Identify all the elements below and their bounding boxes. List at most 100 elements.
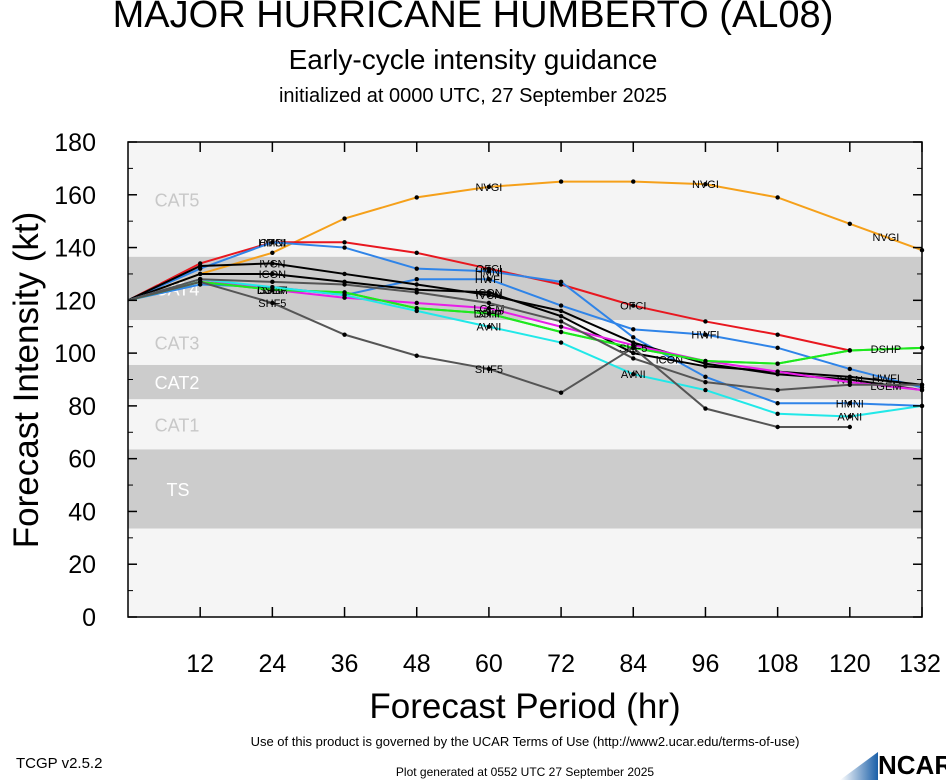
series-line-unlabeled-11	[127, 278, 922, 392]
point-lgem	[558, 324, 564, 329]
point-ofci	[342, 240, 347, 245]
point-avni	[847, 414, 853, 419]
series-label-avni: AVNI	[476, 322, 501, 334]
series-label-icon: ICON	[656, 355, 684, 367]
point-hmni	[270, 240, 275, 245]
point-lgem	[414, 300, 419, 306]
band-td	[128, 528, 922, 617]
band-cat4	[128, 256, 922, 321]
series-label-icon: ICON	[259, 269, 287, 281]
point-dshp	[775, 361, 780, 366]
point-hwfi	[486, 277, 492, 282]
band-label-cat3: CAT3	[155, 334, 200, 354]
point-shf5	[558, 390, 564, 395]
point-ofci	[775, 332, 780, 337]
y-tick-label: 60	[68, 446, 96, 474]
point-shf5	[703, 406, 708, 411]
x-tick-label: 60	[475, 650, 503, 678]
ncar-logo: NCAR	[840, 748, 946, 780]
series-line-ivcn	[127, 262, 923, 392]
series-label-icon: ICON	[475, 287, 503, 299]
x-tick-label: 120	[829, 650, 871, 678]
series-label-avni: AVNI	[837, 411, 862, 423]
x-tick-label: 96	[692, 650, 720, 678]
point-ivcn	[414, 282, 419, 287]
point-avni	[631, 372, 636, 377]
series-line-dshp	[127, 280, 923, 365]
series-label-nvgi: NVGI	[692, 179, 719, 191]
y-tick-label: 120	[54, 287, 96, 315]
point-avni	[342, 292, 347, 298]
ncar-logo-text: NCAR	[878, 750, 946, 780]
point-shf5	[342, 332, 347, 337]
band-cat2	[128, 364, 922, 400]
series-label-hmni: HMNI	[258, 237, 286, 249]
point-unlabeled-11	[270, 279, 275, 285]
point-icon	[631, 350, 636, 356]
series-label-hwfi: HWFI	[475, 274, 503, 286]
point-hmni	[631, 335, 636, 340]
x-axis-label: Forecast Period (hr)	[369, 687, 680, 726]
point-unlabeled-11	[486, 300, 492, 306]
series-label-shf5: SHF5	[619, 343, 647, 355]
point-shf5	[270, 300, 275, 306]
point-unlabeled-11	[847, 382, 853, 387]
point-icon	[197, 271, 203, 277]
point-avni	[703, 387, 708, 393]
band-label-ts: TS	[166, 480, 189, 500]
series-label-dshp: DSHP	[871, 344, 902, 356]
series-label-hwfi: HWFI	[691, 330, 719, 342]
y-tick-label: 100	[54, 340, 96, 368]
series-label-ivcn: IVCN	[259, 258, 285, 270]
point-hmni	[775, 401, 780, 406]
y-tick-label: 20	[68, 551, 96, 579]
point-hwfi	[847, 366, 853, 372]
point-ofci	[414, 250, 419, 256]
point-ofci	[703, 319, 708, 324]
x-tick-label: 36	[331, 650, 359, 678]
ncar-logo-icon	[840, 752, 878, 780]
band-label-cat2: CAT2	[155, 373, 200, 393]
axes-layer: 0 20 40 60 80 100 120 140 160 180 12 24 36 48 60 72 84 96…	[54, 129, 941, 678]
point-nvgi	[486, 184, 492, 190]
point-avni	[558, 340, 564, 345]
x-tick-label: 108	[757, 650, 799, 678]
point-hmni	[558, 279, 564, 285]
point-icon	[270, 271, 275, 277]
band-label-cat1: CAT1	[155, 415, 200, 435]
point-nvgi	[342, 216, 347, 221]
x-tick-label: 24	[258, 650, 286, 678]
point-avni	[270, 284, 275, 290]
point-dshp	[558, 329, 564, 335]
series-label-hmni: HMNI	[836, 398, 864, 410]
series-label-hmni: HMNI	[475, 266, 503, 278]
point-shf5	[631, 345, 636, 351]
point-icon	[847, 374, 853, 380]
point-ivcn	[270, 261, 275, 266]
point-ofci	[631, 303, 636, 308]
point-icon	[703, 364, 708, 369]
y-tick-label: 0	[82, 604, 96, 632]
point-dshp	[486, 311, 492, 316]
point-lgem	[775, 369, 780, 374]
point-hwfi	[558, 303, 564, 308]
y-axis-label: Forecast Intensity (kt)	[7, 212, 46, 548]
series-label-shf5: SHF5	[258, 298, 286, 310]
x-tick-label: 48	[403, 650, 431, 678]
point-nvgi	[558, 179, 564, 184]
y-tick-label: 160	[54, 182, 96, 210]
point-unlabeled-11	[342, 282, 347, 287]
series-label-lgem: LGEM	[870, 381, 901, 393]
initialization-time: initialized at 0000 UTC, 27 September 20…	[278, 85, 667, 107]
point-icon	[486, 290, 492, 295]
series-label-nvgi: NVGI	[475, 182, 502, 194]
point-dshp	[847, 348, 853, 353]
generated-time: Plot generated at 0552 UTC 27 September …	[395, 765, 655, 779]
point-shf5	[847, 424, 853, 430]
band-label-cat5: CAT5	[155, 190, 200, 210]
point-hmni	[414, 266, 419, 271]
point-nvgi	[847, 221, 853, 227]
chart-subtitle: Early-cycle intensity guidance	[288, 44, 658, 75]
x-tick-label: 132	[899, 650, 941, 678]
